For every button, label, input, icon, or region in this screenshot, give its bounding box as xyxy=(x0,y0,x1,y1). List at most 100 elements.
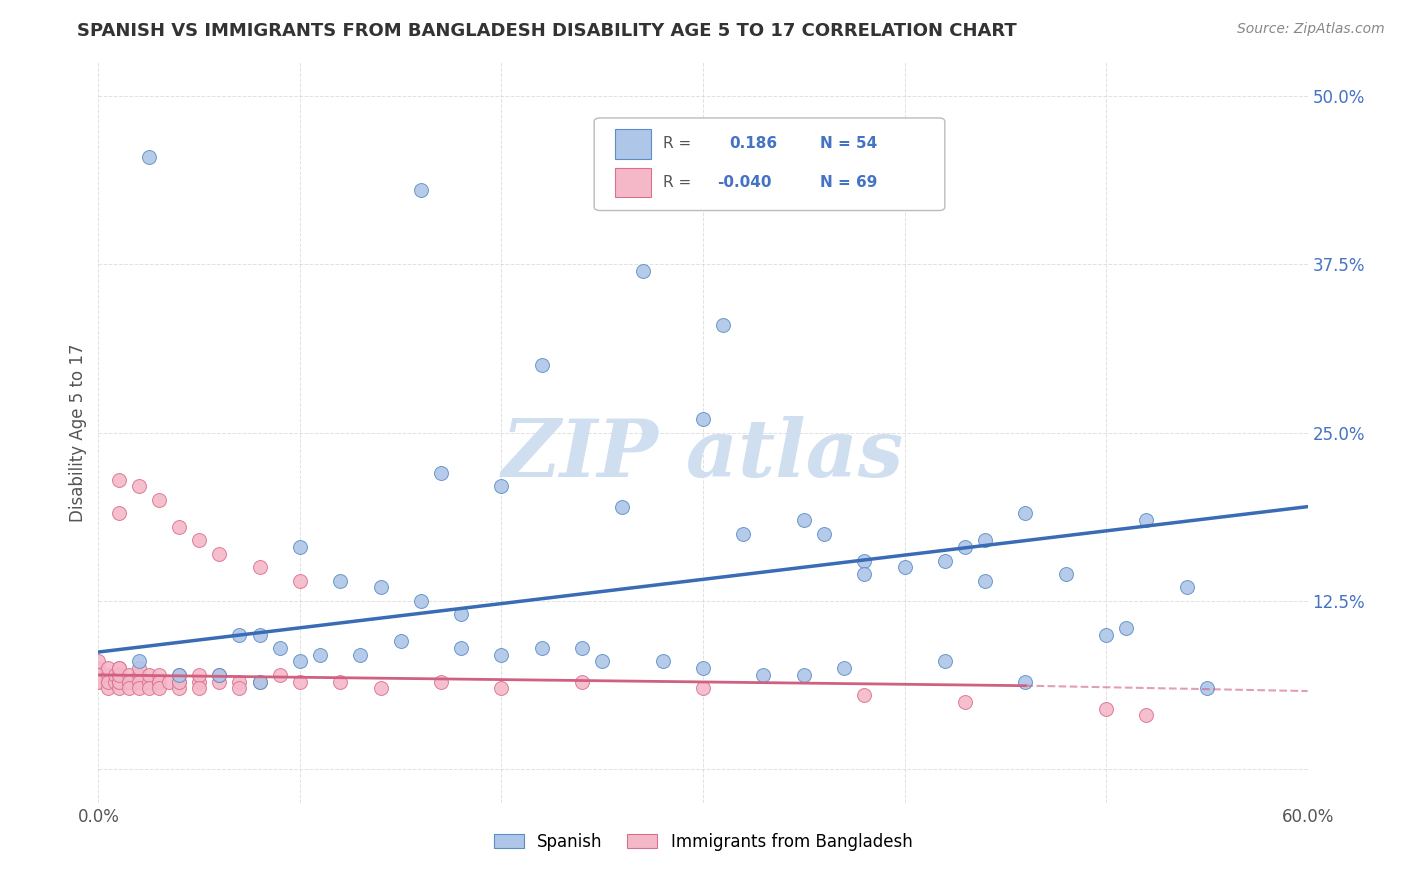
Point xyxy=(530,640,553,655)
Point xyxy=(288,674,311,689)
Point xyxy=(228,627,250,641)
Point xyxy=(249,627,271,641)
Point xyxy=(128,668,150,682)
Point xyxy=(288,540,311,554)
Text: SPANISH VS IMMIGRANTS FROM BANGLADESH DISABILITY AGE 5 TO 17 CORRELATION CHART: SPANISH VS IMMIGRANTS FROM BANGLADESH DI… xyxy=(77,22,1017,40)
Point xyxy=(571,640,593,655)
Point xyxy=(157,674,180,689)
Point xyxy=(491,479,513,493)
Point xyxy=(450,640,472,655)
Point xyxy=(409,183,432,197)
Point xyxy=(934,553,956,567)
Y-axis label: Disability Age 5 to 17: Disability Age 5 to 17 xyxy=(69,343,87,522)
Point xyxy=(87,668,110,682)
Point xyxy=(118,674,141,689)
Point xyxy=(813,526,835,541)
Point xyxy=(138,150,160,164)
Point xyxy=(430,466,453,480)
Point xyxy=(208,668,231,682)
Point xyxy=(793,513,815,527)
Point xyxy=(107,473,129,487)
Point xyxy=(853,566,876,581)
Point xyxy=(87,661,110,675)
Point xyxy=(167,668,190,682)
Point xyxy=(97,668,120,682)
Point xyxy=(309,648,332,662)
Point xyxy=(249,674,271,689)
Point xyxy=(107,674,129,689)
Point xyxy=(288,655,311,669)
Point xyxy=(934,655,956,669)
Point xyxy=(97,674,120,689)
Point xyxy=(329,674,352,689)
Point xyxy=(167,668,190,682)
Point xyxy=(208,668,231,682)
Point xyxy=(349,648,371,662)
Point xyxy=(269,668,291,682)
Point xyxy=(389,634,412,648)
Point xyxy=(953,540,976,554)
Point xyxy=(1095,627,1118,641)
Point xyxy=(188,668,211,682)
Text: R =: R = xyxy=(664,175,692,190)
Point xyxy=(1135,708,1157,723)
Point xyxy=(329,574,352,588)
Point xyxy=(167,674,190,689)
Point xyxy=(97,674,120,689)
Point xyxy=(1014,674,1036,689)
Point xyxy=(228,674,250,689)
Point xyxy=(491,681,513,696)
Point xyxy=(288,574,311,588)
Point xyxy=(138,681,160,696)
Point xyxy=(853,688,876,702)
Point xyxy=(208,547,231,561)
Point xyxy=(893,560,915,574)
Bar xyxy=(614,168,651,197)
Legend: Spanish, Immigrants from Bangladesh: Spanish, Immigrants from Bangladesh xyxy=(486,826,920,857)
Point xyxy=(1115,621,1137,635)
Text: 0.186: 0.186 xyxy=(730,136,778,152)
Point xyxy=(591,655,613,669)
Point xyxy=(128,674,150,689)
Point xyxy=(103,674,125,689)
Point xyxy=(107,681,129,696)
Text: R =: R = xyxy=(664,136,692,152)
Point xyxy=(128,661,150,675)
Point xyxy=(1195,681,1218,696)
Point xyxy=(1135,513,1157,527)
Point xyxy=(631,264,654,278)
FancyBboxPatch shape xyxy=(595,118,945,211)
Point xyxy=(370,581,392,595)
Point xyxy=(148,668,170,682)
Point xyxy=(692,412,714,426)
Point xyxy=(711,318,734,332)
Point xyxy=(409,594,432,608)
Point xyxy=(752,668,775,682)
Point xyxy=(118,668,141,682)
Point xyxy=(1014,507,1036,521)
Point xyxy=(571,674,593,689)
Point xyxy=(651,655,673,669)
Point xyxy=(138,674,160,689)
Point xyxy=(188,681,211,696)
Point xyxy=(167,674,190,689)
Point xyxy=(128,655,150,669)
Point xyxy=(188,533,211,548)
Point xyxy=(148,681,170,696)
Point xyxy=(692,661,714,675)
Point xyxy=(974,574,997,588)
Point xyxy=(1054,566,1077,581)
Point xyxy=(87,655,110,669)
Text: N = 69: N = 69 xyxy=(820,175,877,190)
Text: ZIP atlas: ZIP atlas xyxy=(502,416,904,493)
Point xyxy=(853,553,876,567)
Point xyxy=(974,533,997,548)
Point xyxy=(370,681,392,696)
Point xyxy=(107,668,129,682)
Point xyxy=(167,681,190,696)
Point xyxy=(107,661,129,675)
Point xyxy=(148,492,170,507)
Text: N = 54: N = 54 xyxy=(820,136,877,152)
Point xyxy=(1175,581,1198,595)
Point xyxy=(208,674,231,689)
